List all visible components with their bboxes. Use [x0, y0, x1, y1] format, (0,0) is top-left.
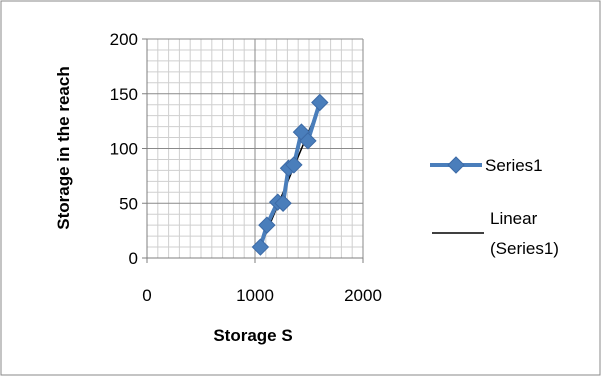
data-point	[251, 238, 270, 256]
x-axis-title: Storage S	[213, 326, 292, 345]
legend-series1-marker	[447, 156, 465, 174]
axes	[142, 38, 364, 263]
x-tick-label: 1000	[236, 286, 274, 305]
data-point	[258, 216, 276, 234]
legend-trendline-label-1: Linear	[490, 209, 538, 228]
x-tick-label: 0	[142, 286, 151, 305]
data-point	[311, 93, 329, 112]
y-tick-label: 100	[110, 140, 138, 159]
data-point	[274, 194, 292, 212]
data-point	[299, 132, 317, 150]
legend-series1-label: Series1	[485, 156, 543, 175]
y-tick-label: 150	[110, 85, 138, 104]
y-tick-label: 50	[119, 194, 138, 213]
x-tick-label: 2000	[344, 286, 382, 305]
data-point	[285, 156, 303, 174]
y-axis-title: Storage in the reach	[54, 66, 73, 229]
y-tick-label: 200	[110, 30, 138, 49]
legend: Series1 Linear (Series1)	[430, 156, 559, 258]
grid	[147, 38, 364, 258]
y-tick-label: 0	[129, 249, 138, 268]
legend-trendline-label-2: (Series1)	[490, 239, 559, 258]
series-layer	[251, 93, 329, 256]
